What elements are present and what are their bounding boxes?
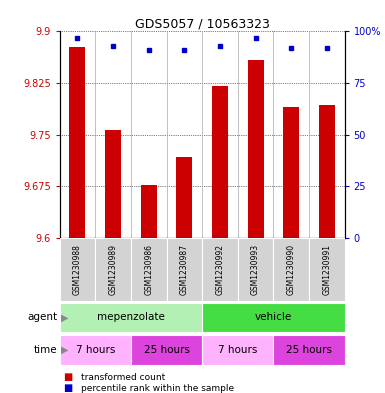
- Bar: [273, 238, 309, 301]
- Bar: [131, 335, 202, 365]
- Text: GSM1230986: GSM1230986: [144, 244, 153, 295]
- Text: vehicle: vehicle: [255, 312, 292, 322]
- Text: GSM1230987: GSM1230987: [180, 244, 189, 295]
- Text: agent: agent: [28, 312, 58, 322]
- Bar: [273, 335, 345, 365]
- Text: 7 hours: 7 hours: [75, 345, 115, 355]
- Bar: [202, 238, 238, 301]
- Bar: [248, 61, 264, 238]
- Bar: [95, 238, 131, 301]
- Bar: [319, 105, 335, 238]
- Text: GSM1230993: GSM1230993: [251, 244, 260, 295]
- Bar: [238, 238, 273, 301]
- Bar: [60, 238, 95, 301]
- Text: GSM1230989: GSM1230989: [109, 244, 117, 295]
- Text: GSM1230990: GSM1230990: [287, 244, 296, 295]
- Text: ▶: ▶: [61, 312, 68, 322]
- Text: 25 hours: 25 hours: [144, 345, 189, 355]
- Bar: [131, 238, 166, 301]
- Bar: [60, 335, 131, 365]
- Bar: [60, 303, 202, 332]
- Text: GSM1230988: GSM1230988: [73, 244, 82, 295]
- Bar: [309, 238, 345, 301]
- Bar: [202, 303, 345, 332]
- Bar: [212, 86, 228, 238]
- Bar: [141, 185, 157, 238]
- Bar: [202, 335, 273, 365]
- Text: 25 hours: 25 hours: [286, 345, 332, 355]
- Text: transformed count: transformed count: [81, 373, 165, 382]
- Text: ▶: ▶: [61, 345, 68, 355]
- Text: ■: ■: [64, 372, 73, 382]
- Text: 7 hours: 7 hours: [218, 345, 258, 355]
- Text: time: time: [34, 345, 58, 355]
- Bar: [283, 107, 299, 238]
- Bar: [69, 47, 85, 238]
- Text: GSM1230991: GSM1230991: [322, 244, 331, 295]
- Title: GDS5057 / 10563323: GDS5057 / 10563323: [135, 17, 270, 30]
- Bar: [166, 238, 202, 301]
- Text: GSM1230992: GSM1230992: [216, 244, 224, 295]
- Text: ■: ■: [64, 383, 73, 393]
- Bar: [176, 157, 192, 238]
- Bar: [105, 130, 121, 238]
- Text: percentile rank within the sample: percentile rank within the sample: [81, 384, 234, 393]
- Text: mepenzolate: mepenzolate: [97, 312, 165, 322]
